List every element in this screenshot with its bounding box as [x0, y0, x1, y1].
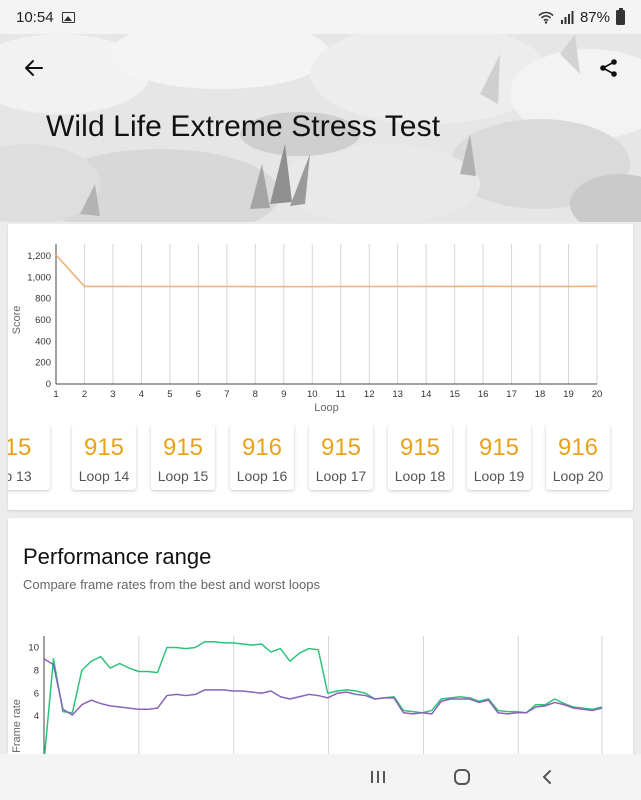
loop-label: p 13: [8, 468, 32, 484]
loop-score: 915: [83, 434, 125, 461]
y-tick-label: 1,000: [27, 272, 51, 283]
x-tick-label: 10: [307, 389, 318, 400]
loop-score: 916: [241, 434, 283, 461]
loop-tile[interactable]: 915 Loop 18: [388, 424, 452, 490]
x-tick-label: 3: [110, 389, 115, 400]
loop-label: Loop 14: [78, 468, 130, 484]
system-navigation-bar: [0, 754, 641, 800]
loop-tile[interactable]: 915 Loop 15: [151, 424, 215, 490]
loop-score-strip[interactable]: 15 p 13 915 Loop 14 915 Loop 15 916 Loop…: [8, 424, 633, 496]
home-icon: [454, 769, 470, 785]
signal-icon: [560, 10, 574, 24]
score-line-chart: 1 2 3 4 5 6 7 8 9 10 11 12 13 14 15 16 17 18 19 20020040060…: [11, 244, 603, 414]
y-tick-label: 600: [35, 315, 51, 326]
x-tick-label: 2: [82, 389, 87, 400]
loop-score: 15: [8, 434, 32, 461]
worst-loop-series-line: [43, 658, 603, 716]
y-tick-label: 8: [34, 665, 39, 676]
x-tick-label: 19: [563, 389, 574, 400]
y-tick-label: 6: [34, 688, 39, 699]
loop-tile[interactable]: 916 Loop 20: [546, 424, 610, 490]
x-tick-label: 4: [139, 389, 144, 400]
loop-label: Loop 16: [236, 468, 288, 484]
y-tick-label: 10: [28, 642, 39, 653]
share-button[interactable]: [593, 52, 625, 84]
recents-icon: [371, 771, 385, 783]
loop-tile[interactable]: 915 Loop 19: [467, 424, 531, 490]
y-axis-title: Score: [11, 306, 23, 335]
x-tick-label: 13: [392, 389, 403, 400]
score-series-line: [55, 254, 598, 288]
loop-tile[interactable]: 915 Loop 17: [309, 424, 373, 490]
y-tick-label: 0: [46, 379, 51, 390]
x-tick-label: 8: [253, 389, 258, 400]
x-tick-label: 14: [421, 389, 432, 400]
x-tick-label: 20: [592, 389, 603, 400]
share-icon: [600, 59, 617, 77]
wifi-icon: [538, 11, 554, 24]
gallery-notification-icon: [61, 11, 75, 23]
y-tick-label: 400: [35, 336, 51, 347]
x-tick-label: 6: [196, 389, 201, 400]
recents-button[interactable]: [358, 762, 398, 792]
loop-label: Loop 20: [552, 468, 604, 484]
x-tick-label: 16: [478, 389, 489, 400]
y-tick-label: 200: [35, 358, 51, 369]
loop-label: Loop 17: [315, 468, 367, 484]
battery-icon: [616, 7, 625, 25]
section-title: Performance range: [23, 544, 212, 569]
loop-score: 915: [478, 434, 520, 461]
y-tick-label: 800: [35, 294, 51, 305]
nav-back-button[interactable]: [527, 762, 567, 792]
x-tick-label: 11: [336, 389, 346, 400]
loop-score: 915: [320, 434, 362, 461]
back-button[interactable]: [18, 52, 50, 84]
home-button[interactable]: [442, 762, 482, 792]
frame-rate-chart: 4 6 8 10 Frame rate: [11, 636, 603, 770]
status-bar: 10:54 87%: [0, 0, 641, 34]
chevron-left-icon: [542, 770, 551, 784]
loop-tile[interactable]: 15 p 13: [8, 424, 50, 490]
battery-percent: 87%: [579, 8, 610, 26]
loop-label: Loop 18: [394, 468, 446, 484]
loop-score: 916: [557, 434, 599, 461]
loop-label: Loop 15: [157, 468, 209, 484]
x-tick-label: 12: [364, 389, 375, 400]
header-banner: Wild Life Extreme Stress Test: [0, 34, 641, 222]
loop-score: 915: [399, 434, 441, 461]
best-loop-series-line: [43, 640, 603, 763]
x-tick-label: 7: [224, 389, 229, 400]
x-axis-title: Loop: [314, 402, 338, 414]
x-tick-label: 17: [506, 389, 517, 400]
loop-scores-card: 1 2 3 4 5 6 7 8 9 10 11 12 13 14 15 16 17 18 19 20 0 200 400 60…: [8, 224, 633, 510]
section-subtitle: Compare frame rates from the best and wo…: [23, 577, 320, 592]
page-title: Wild Life Extreme Stress Test: [46, 110, 441, 143]
x-tick-label: 9: [281, 389, 286, 400]
loop-score: 915: [162, 434, 204, 461]
y-tick-label: 4: [34, 711, 39, 722]
x-tick-label: 5: [167, 389, 172, 400]
loop-tile[interactable]: 916 Loop 16: [230, 424, 294, 490]
rocky-landscape-background: [0, 34, 641, 222]
performance-range-card: Performance range Compare frame rates fr…: [8, 518, 633, 800]
loop-tile[interactable]: 915 Loop 14: [72, 424, 136, 490]
y-tick-label: 1,200: [27, 251, 51, 262]
x-tick-label: 1: [53, 389, 58, 400]
arrow-left-icon: [25, 60, 43, 76]
x-tick-label: 15: [449, 389, 460, 400]
loop-label: Loop 19: [473, 468, 525, 484]
status-time: 10:54: [16, 8, 54, 26]
x-tick-label: 18: [535, 389, 546, 400]
y-axis-title: Frame rate: [11, 699, 23, 753]
